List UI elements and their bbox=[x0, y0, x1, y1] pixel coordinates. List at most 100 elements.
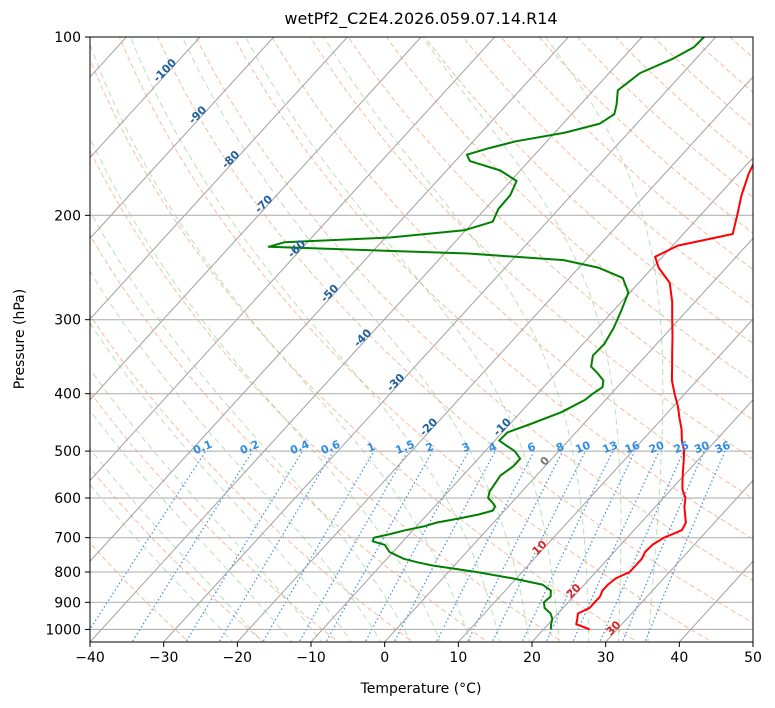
isotherm-label: -10 bbox=[491, 415, 514, 438]
mixing-ratio-label: 2 bbox=[424, 440, 436, 455]
y-tick-label: 500 bbox=[54, 444, 81, 460]
moist-adiabat bbox=[90, 137, 441, 642]
mixing-ratio-label: 13 bbox=[601, 439, 620, 457]
mixing-ratio-line bbox=[364, 450, 470, 642]
x-tick-label: −10 bbox=[296, 650, 326, 666]
mixing-ratio-label: 0.6 bbox=[319, 438, 342, 457]
dry-adiabats bbox=[90, 37, 753, 642]
y-tick-label: 1000 bbox=[45, 622, 81, 638]
mixing-ratio-label: 25 bbox=[672, 439, 691, 457]
mixing-ratio-line bbox=[599, 450, 685, 642]
isotherm-line bbox=[678, 560, 753, 642]
dry-adiabat bbox=[309, 37, 753, 460]
isotherm-line bbox=[90, 37, 570, 562]
mixing-ratio-line bbox=[572, 450, 660, 642]
mixing-ratio-lines bbox=[90, 450, 726, 642]
isotherm-line bbox=[162, 37, 717, 642]
mixing-ratio-line bbox=[218, 450, 334, 642]
dry-adiabat bbox=[576, 37, 753, 198]
dry-adiabat bbox=[90, 542, 190, 642]
isotherm-label: 20 bbox=[564, 581, 584, 601]
moist-adiabat bbox=[90, 368, 323, 642]
isotherm-label: 40 bbox=[648, 650, 668, 670]
dry-adiabat bbox=[90, 467, 265, 642]
dry-adiabat bbox=[90, 313, 414, 642]
mixing-ratio-line bbox=[298, 450, 409, 642]
y-tick-label: 700 bbox=[54, 531, 81, 547]
x-tick-label: 30 bbox=[597, 650, 615, 666]
y-tick-label: 600 bbox=[54, 491, 81, 507]
x-tick-label: 0 bbox=[380, 650, 389, 666]
y-tick-label: 300 bbox=[54, 313, 81, 329]
mixing-ratio-line bbox=[621, 450, 705, 642]
y-tick-label: 900 bbox=[54, 595, 81, 611]
chart-title: wetPf2_C2E4.2026.059.07.14.R14 bbox=[284, 9, 557, 29]
mixing-ratio-line bbox=[325, 450, 434, 642]
dry-adiabat bbox=[90, 149, 564, 642]
isotherm-label: -90 bbox=[186, 103, 209, 126]
dry-adiabat bbox=[424, 37, 753, 344]
x-axis: −40 −30 −20 −10 0 10 20 30 40 50 bbox=[75, 642, 762, 666]
isotherm-line bbox=[531, 399, 753, 642]
isotherm-label: -80 bbox=[219, 148, 242, 171]
dry-adiabat bbox=[195, 37, 753, 582]
y-axis: 100 200 300 400 500 600 700 800 900 1000 bbox=[45, 30, 90, 638]
isotherm-label: 30 bbox=[604, 618, 624, 638]
isotherm-line bbox=[236, 76, 753, 642]
x-tick-label: 40 bbox=[670, 650, 688, 666]
isotherm-line bbox=[90, 37, 422, 401]
moist-adiabat bbox=[422, 37, 622, 642]
dewpoint-profile-line bbox=[267, 37, 705, 630]
moist-adiabat bbox=[90, 209, 412, 642]
mixing-ratio-line bbox=[644, 450, 726, 642]
isotherm-line bbox=[0, 24, 65, 645]
mixing-ratio-label: 1.5 bbox=[394, 438, 417, 457]
x-tick-label: 50 bbox=[744, 650, 762, 666]
mixing-ratio-label: 20 bbox=[647, 438, 666, 456]
x-tick-label: 10 bbox=[449, 650, 467, 666]
mixing-ratio-label: 16 bbox=[623, 438, 642, 456]
mixing-ratio-label: 6 bbox=[526, 440, 538, 455]
isotherm-line bbox=[90, 37, 496, 482]
skewed-isotherms bbox=[0, 24, 753, 645]
mixing-ratio-label: 10 bbox=[573, 438, 592, 456]
mixing-ratio-line bbox=[262, 450, 375, 642]
isotherm-line bbox=[457, 318, 753, 642]
mixing-ratio-line bbox=[185, 450, 304, 642]
isotherm-line bbox=[752, 641, 753, 642]
isotherm-label: -40 bbox=[351, 326, 374, 349]
dry-adiabat bbox=[271, 37, 753, 500]
moist-adiabat bbox=[90, 322, 352, 642]
mixing-ratio-label: 1 bbox=[365, 440, 377, 455]
moist-adiabat bbox=[90, 42, 471, 642]
mixing-ratio-labels: 0.1 0.2 0.4 0.6 1 1.5 2 3 4 6 8 10 13 16 20 25 30 36 bbox=[191, 438, 732, 457]
x-tick-label: −30 bbox=[149, 650, 179, 666]
isotherm-label: -30 bbox=[384, 371, 407, 394]
mixing-ratio-label: 3 bbox=[460, 440, 472, 455]
isotherm-line bbox=[90, 37, 643, 642]
mixing-ratio-label: 4 bbox=[487, 440, 499, 455]
y-tick-label: 200 bbox=[54, 208, 81, 224]
mixing-ratio-line bbox=[131, 450, 254, 642]
mixing-ratio-label: 0.4 bbox=[288, 438, 311, 457]
isotherm-label: -70 bbox=[252, 192, 275, 215]
temperature-profile-line bbox=[575, 162, 753, 631]
dry-adiabat bbox=[90, 391, 340, 642]
mixing-ratio-line bbox=[545, 450, 636, 642]
moist-adiabat bbox=[90, 447, 264, 642]
isotherm-line bbox=[90, 37, 201, 159]
plot-frame bbox=[89, 36, 754, 643]
y-tick-label: 400 bbox=[54, 387, 81, 403]
dry-adiabat bbox=[385, 37, 753, 382]
dry-adiabat bbox=[233, 37, 753, 540]
dry-adiabat bbox=[347, 37, 753, 421]
mixing-ratio-line bbox=[90, 450, 207, 631]
isobars bbox=[90, 37, 753, 630]
moist-adiabat bbox=[130, 37, 501, 642]
moist-adiabat bbox=[90, 270, 382, 642]
moist-adiabat bbox=[90, 409, 293, 642]
dry-adiabat bbox=[691, 37, 753, 93]
x-tick-label: 20 bbox=[523, 650, 541, 666]
plot-area: -100-90-80-70-60-50-40-30-20 -10010203040… bbox=[0, 24, 753, 670]
x-axis-label: Temperature (°C) bbox=[360, 681, 482, 697]
